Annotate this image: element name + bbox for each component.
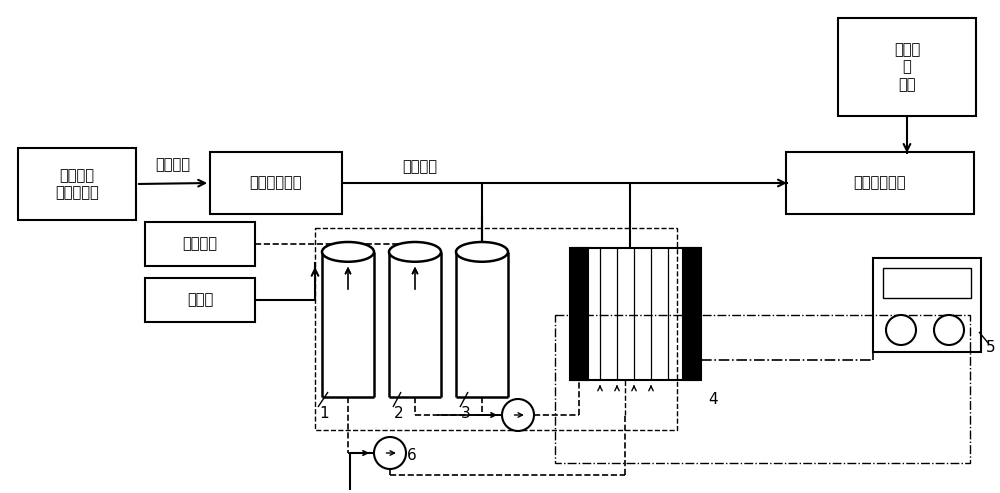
Text: 生物糖
后
处理: 生物糖 后 处理 xyxy=(894,42,920,92)
Bar xyxy=(838,18,976,116)
Bar xyxy=(883,268,971,298)
Text: 3: 3 xyxy=(461,406,471,421)
Ellipse shape xyxy=(322,242,374,262)
Text: 5: 5 xyxy=(986,340,996,354)
Text: 农业植物
短纤维废料: 农业植物 短纤维废料 xyxy=(55,168,99,200)
Text: 加酸水解: 加酸水解 xyxy=(156,157,190,173)
Text: 电极液: 电极液 xyxy=(187,292,213,308)
Text: 调节浓度: 调节浓度 xyxy=(402,160,438,175)
Text: 4: 4 xyxy=(708,392,718,408)
Bar xyxy=(145,278,255,322)
Bar xyxy=(873,258,981,352)
Text: 2: 2 xyxy=(394,406,404,421)
Text: 处理后提取液: 处理后提取液 xyxy=(854,176,906,190)
Circle shape xyxy=(502,399,534,431)
Bar xyxy=(786,152,974,214)
Ellipse shape xyxy=(456,242,508,262)
Text: 生物糖水解液: 生物糖水解液 xyxy=(250,176,302,190)
Circle shape xyxy=(374,437,406,469)
Bar xyxy=(315,228,677,430)
Bar xyxy=(683,248,701,380)
Bar xyxy=(570,248,588,380)
Ellipse shape xyxy=(389,242,441,262)
Text: 1: 1 xyxy=(319,406,329,421)
Bar xyxy=(555,315,970,463)
Text: 6: 6 xyxy=(407,449,417,463)
Bar xyxy=(145,222,255,266)
Text: 去离子水: 去离子水 xyxy=(182,237,218,251)
Circle shape xyxy=(886,315,916,345)
Bar xyxy=(210,152,342,214)
Circle shape xyxy=(934,315,964,345)
Bar xyxy=(18,148,136,220)
